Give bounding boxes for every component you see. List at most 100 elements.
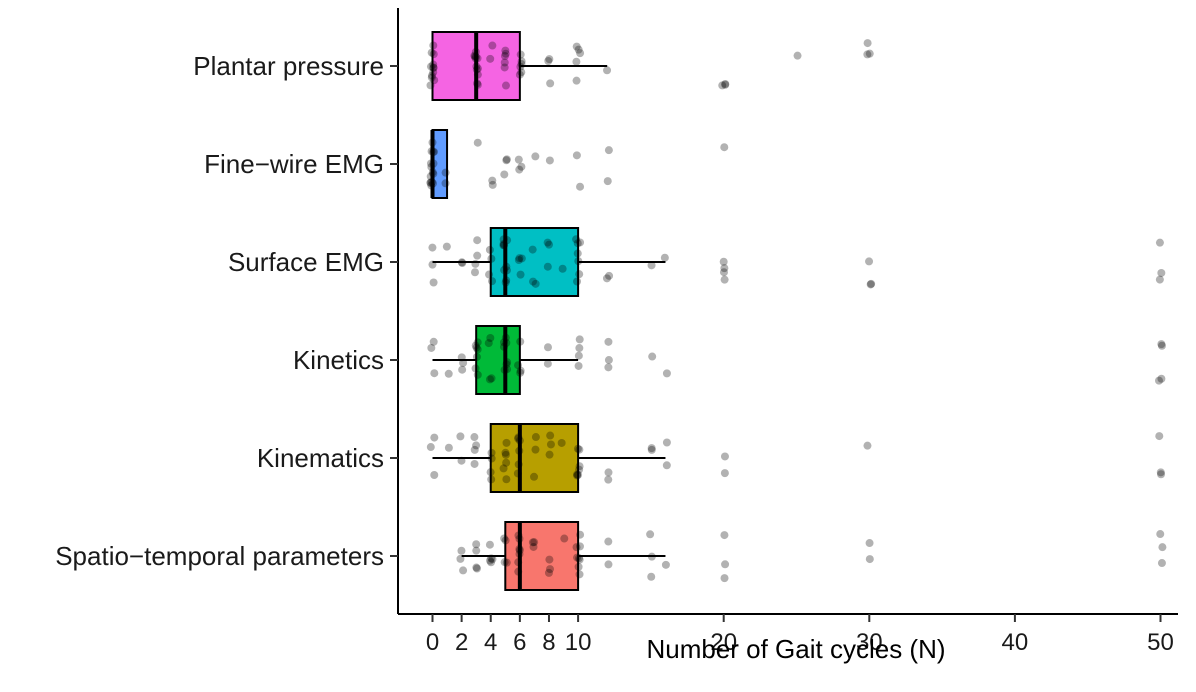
data-point: [575, 555, 584, 564]
x-tick-label: 30: [856, 629, 883, 656]
data-point: [648, 352, 657, 361]
data-point: [865, 257, 874, 266]
data-point: [459, 358, 468, 367]
data-point: [516, 366, 525, 375]
data-point: [572, 235, 581, 244]
data-point: [514, 531, 523, 540]
data-point: [1155, 376, 1164, 385]
data-point: [499, 241, 508, 250]
data-point: [865, 49, 874, 58]
x-tick-label: 40: [1002, 629, 1029, 656]
data-point: [429, 278, 438, 287]
data-point: [575, 570, 584, 579]
data-point: [430, 369, 439, 378]
data-point: [500, 241, 509, 250]
data-point: [573, 239, 582, 248]
data-point: [560, 534, 569, 543]
data-point: [528, 538, 537, 547]
data-point: [573, 277, 582, 286]
x-tick-label: 10: [565, 629, 592, 656]
data-point: [472, 65, 481, 74]
data-point: [515, 254, 524, 263]
data-point: [516, 337, 525, 346]
data-point: [472, 564, 481, 573]
data-point: [429, 169, 438, 178]
data-point: [574, 562, 583, 571]
data-point: [529, 542, 538, 551]
data-point: [531, 152, 540, 161]
data-point: [473, 80, 482, 89]
data-point: [543, 238, 552, 247]
data-point: [863, 50, 872, 59]
data-point: [456, 554, 465, 563]
data-point: [545, 555, 554, 564]
data-point: [502, 266, 511, 275]
y-category-label: Spatio−temporal parameters: [55, 541, 384, 571]
data-point: [574, 45, 583, 54]
x-tick-label: 0: [426, 629, 439, 656]
data-point: [546, 79, 555, 88]
data-point: [428, 138, 437, 147]
data-point: [514, 567, 523, 576]
data-point: [487, 475, 496, 484]
data-point: [543, 262, 552, 271]
data-point: [647, 445, 656, 454]
data-point: [428, 243, 437, 252]
box-group: [426, 423, 1166, 493]
data-point: [484, 339, 493, 348]
data-point: [470, 52, 479, 61]
data-point: [473, 138, 482, 147]
data-point: [500, 52, 509, 61]
data-point: [514, 558, 523, 567]
box-body: [504, 521, 580, 591]
data-point: [501, 536, 510, 545]
data-point: [530, 538, 539, 547]
data-point: [575, 445, 584, 454]
data-point: [488, 41, 497, 50]
data-point: [602, 274, 611, 283]
data-point: [473, 236, 482, 245]
data-point: [545, 156, 554, 165]
data-point: [487, 558, 496, 567]
data-point: [517, 254, 526, 263]
data-point: [427, 181, 436, 190]
data-point: [426, 178, 435, 187]
data-point: [503, 358, 512, 367]
data-point: [503, 236, 512, 245]
data-point: [426, 443, 435, 452]
data-point: [485, 375, 494, 384]
data-point: [486, 333, 495, 342]
data-point: [458, 258, 467, 267]
box-body: [475, 325, 521, 395]
y-category-label: Kinetics: [293, 345, 384, 375]
data-point: [500, 558, 509, 567]
data-point: [604, 468, 613, 477]
data-point: [604, 537, 613, 546]
data-point: [576, 182, 585, 191]
data-point: [457, 353, 466, 362]
data-point: [545, 55, 554, 64]
data-point: [488, 176, 497, 185]
data-point: [575, 462, 584, 471]
data-point: [544, 57, 553, 66]
data-point: [572, 42, 581, 51]
data-point: [573, 444, 582, 453]
data-point: [517, 57, 526, 66]
data-point: [576, 530, 585, 539]
data-point: [646, 530, 655, 539]
data-point: [473, 251, 482, 260]
data-point: [865, 555, 874, 564]
data-point: [441, 168, 450, 177]
data-point: [502, 276, 511, 285]
data-point: [499, 342, 508, 351]
data-point: [719, 268, 728, 277]
data-point: [502, 438, 511, 447]
data-point: [471, 52, 480, 61]
data-point: [426, 81, 435, 90]
x-axis-ticks: 0 2 4 6 8 10 20 30 40 50: [426, 614, 1174, 656]
data-point: [604, 560, 613, 569]
data-point: [545, 450, 554, 459]
data-point: [485, 540, 494, 549]
data-point: [472, 352, 481, 361]
data-point: [500, 534, 509, 543]
